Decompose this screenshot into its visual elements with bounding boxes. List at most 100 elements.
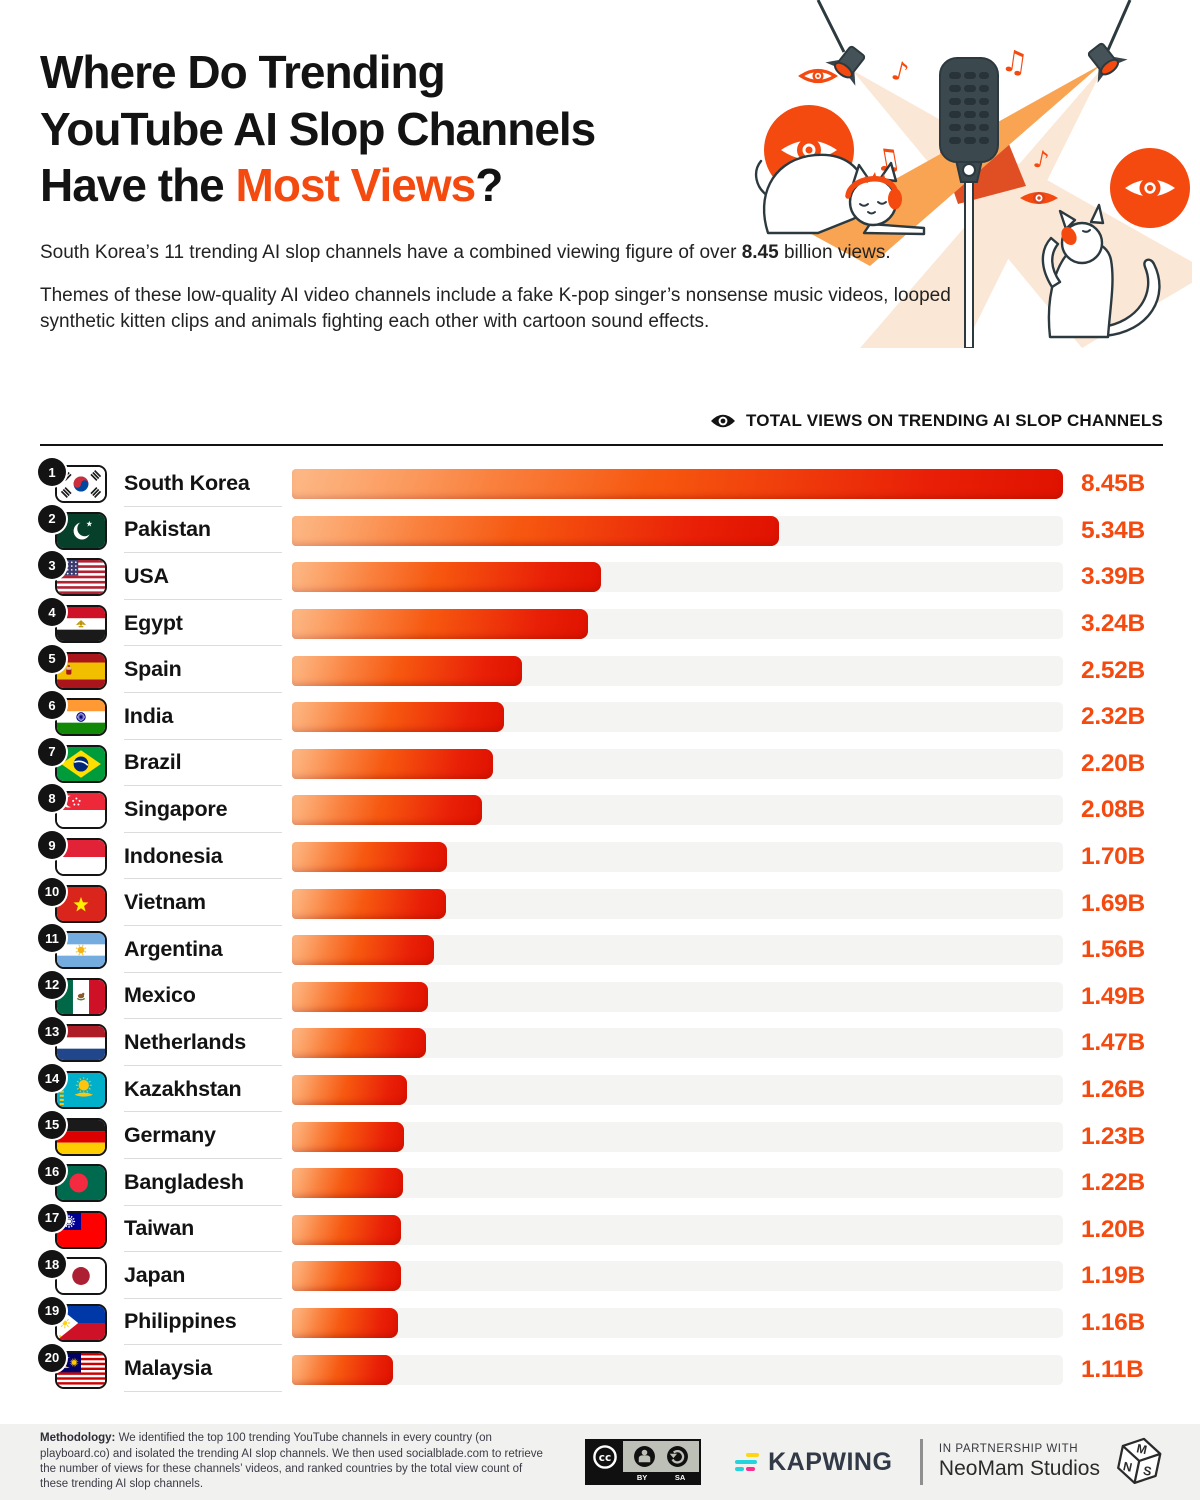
country-name: Spain — [124, 647, 282, 693]
bar — [292, 888, 447, 919]
country-flag-icon — [55, 1071, 107, 1110]
bar — [292, 842, 448, 873]
svg-text:♪: ♪ — [1031, 144, 1052, 175]
svg-text:♫: ♫ — [871, 141, 904, 180]
bar — [292, 469, 1063, 500]
country-flag-icon — [55, 558, 107, 597]
rank-badge: 2 — [38, 504, 66, 533]
country-flag-icon — [55, 791, 107, 830]
svg-text:S: S — [1142, 1463, 1153, 1478]
country-name: South Korea — [124, 461, 282, 507]
rank-badge: 1 — [38, 458, 66, 487]
country-name: Kazakhstan — [124, 1067, 282, 1113]
chart-row: 2 Pakistan 5.34B — [38, 504, 1163, 555]
bar-chart: 1 South Korea 8.45B 2 Pakistan 5.34B 3 — [38, 458, 1163, 1393]
bar-track — [292, 935, 1063, 966]
cc-by-label: BY — [636, 1473, 648, 1482]
intro-paragraph-2: Themes of these low-quality AI video cha… — [40, 285, 951, 333]
value-label: 2.08B — [1081, 796, 1145, 824]
svg-text:cc: cc — [599, 1452, 611, 1464]
value-label: 2.32B — [1081, 703, 1145, 731]
value-label: 1.47B — [1081, 1029, 1145, 1057]
page-title: Where Do Trending YouTube AI Slop Channe… — [40, 46, 596, 212]
value-label: 1.20B — [1081, 1215, 1145, 1243]
bar-track — [292, 981, 1063, 1012]
kapwing-icon — [735, 1452, 760, 1472]
value-label: 1.49B — [1081, 982, 1145, 1010]
rank-badge: 15 — [38, 1110, 66, 1139]
bar — [292, 1354, 394, 1385]
value-label: 2.52B — [1081, 656, 1145, 684]
value-label: 8.45B — [1081, 470, 1145, 498]
value-label: 1.19B — [1081, 1262, 1145, 1290]
svg-text:M: M — [1135, 1441, 1148, 1457]
rank-badge: 5 — [38, 644, 66, 673]
rank-badge: 19 — [38, 1296, 66, 1325]
country-name: Netherlands — [124, 1020, 282, 1066]
bar-track — [292, 562, 1063, 593]
chart-title: TOTAL VIEWS ON TRENDING AI SLOP CHANNELS — [746, 411, 1163, 430]
chart-header: TOTAL VIEWS ON TRENDING AI SLOP CHANNELS — [40, 398, 1163, 446]
bar — [292, 795, 482, 826]
rank-badge: 20 — [38, 1343, 66, 1372]
country-name: Philippines — [124, 1300, 282, 1346]
rank-badge: 17 — [38, 1203, 66, 1232]
chart-row: 13 Netherlands 1.47B — [38, 1017, 1163, 1067]
chart-row: 6 India 2.32B — [38, 691, 1163, 741]
bar — [292, 1075, 407, 1106]
header: Where Do Trending YouTube AI Slop Channe… — [40, 44, 951, 335]
bar-track — [292, 1261, 1063, 1292]
neomam-cube-logo: MN S — [1117, 1437, 1162, 1485]
bar — [292, 1261, 401, 1292]
value-label: 1.11B — [1081, 1355, 1144, 1383]
country-name: India — [124, 694, 282, 740]
spotlight-wire-left — [816, 0, 846, 53]
bar-track — [292, 1354, 1063, 1385]
cc-sa-label: SA — [674, 1473, 686, 1482]
bar — [292, 515, 780, 546]
spotlight-left-icon — [825, 45, 866, 86]
bar-track — [292, 1307, 1063, 1338]
bar — [292, 981, 428, 1012]
country-name: Brazil — [124, 741, 282, 787]
chart-row: 8 Singapore 2.08B — [38, 784, 1163, 834]
bar-track — [292, 1214, 1063, 1245]
bar-track — [292, 1075, 1063, 1106]
methodology-text: Methodology: We identified the top 100 t… — [40, 1432, 543, 1491]
chart-row: 10 Vietnam 1.69B — [38, 877, 1163, 927]
country-flag-icon — [55, 1303, 107, 1342]
cc-sa-icon — [667, 1446, 689, 1467]
bar — [292, 748, 493, 779]
eye-outline-icon — [798, 68, 838, 84]
footer: Methodology: We identified the top 100 t… — [0, 1424, 1200, 1500]
value-label: 5.34B — [1081, 516, 1145, 544]
country-flag-icon — [55, 511, 107, 550]
spotlight-right-icon — [1087, 42, 1128, 83]
bar-track — [292, 515, 1063, 546]
chart-row: 3 USA 3.39B — [38, 551, 1163, 601]
title-highlight: Most Views — [235, 159, 477, 212]
chart-row: 11 Argentina 1.56B — [38, 924, 1163, 974]
bar-track — [292, 655, 1063, 686]
rank-badge: 4 — [38, 598, 66, 627]
chart-row: 14 Kazakhstan 1.26B — [38, 1064, 1163, 1114]
rank-badge: 16 — [38, 1157, 66, 1186]
value-label: 1.56B — [1081, 936, 1145, 964]
rank-badge: 18 — [38, 1250, 66, 1279]
country-name: Indonesia — [124, 834, 282, 880]
country-name: USA — [124, 554, 282, 600]
value-label: 1.70B — [1081, 843, 1145, 871]
chart-row: 18 Japan 1.19B — [38, 1250, 1163, 1300]
kapwing-wordmark: KAPWING — [768, 1447, 893, 1476]
country-name: Pakistan — [124, 508, 282, 554]
svg-text:♪: ♪ — [888, 56, 911, 89]
bar-track — [292, 795, 1063, 826]
country-flag-icon — [55, 838, 107, 877]
country-name: Mexico — [124, 974, 282, 1020]
views-eye-icon — [711, 414, 736, 428]
rank-badge: 12 — [38, 970, 66, 999]
svg-text:♫: ♫ — [999, 43, 1031, 81]
value-label: 1.26B — [1081, 1076, 1145, 1104]
chart-row: 4 Egypt 3.24B — [38, 598, 1163, 648]
